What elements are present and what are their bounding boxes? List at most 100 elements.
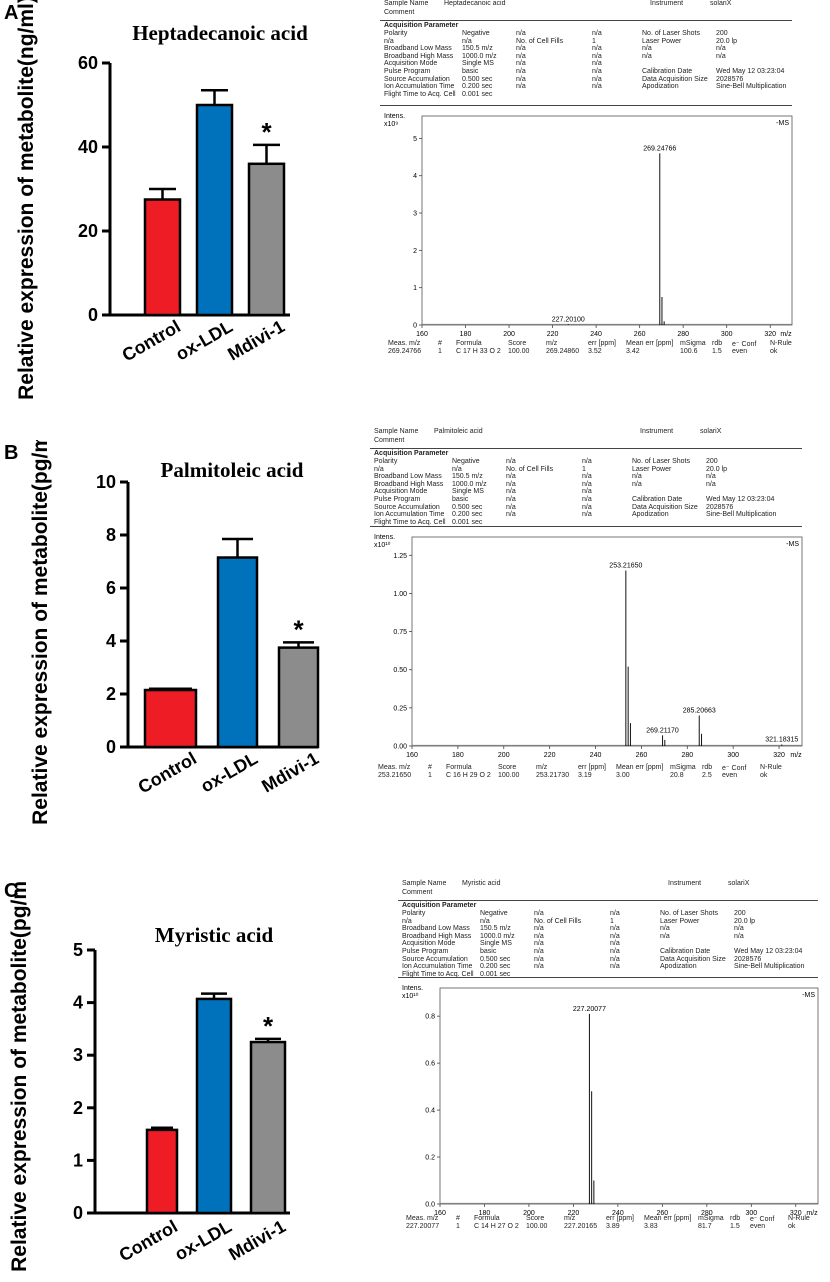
- results-value-cell: 3.89: [606, 1223, 620, 1230]
- acq-param-cell: n/a: [506, 480, 516, 488]
- acq-param-cell: 20.0 lp: [734, 917, 756, 925]
- acq-param-cell: Laser Power: [632, 465, 672, 473]
- spectrum-y-tick-label: 2: [413, 248, 417, 255]
- panel-letter-c: C: [4, 880, 19, 902]
- results-value-cell: 100.00: [508, 348, 530, 355]
- spectrum-x-tick-label: 200: [523, 1210, 535, 1217]
- instrument-label: Instrument: [650, 0, 684, 7]
- acq-param-cell: 0.500 sec: [480, 955, 511, 963]
- acq-param-cell: n/a: [660, 925, 670, 933]
- acq-param-cell: Calibration Date: [632, 496, 683, 503]
- acq-param-cell: n/a: [534, 955, 544, 963]
- results-header-cell: err [ppm]: [578, 764, 607, 771]
- results-value-cell: 269.24860: [546, 348, 580, 355]
- results-value-cell: 227.20165: [564, 1223, 598, 1230]
- acq-param-cell: 0.500 sec: [452, 503, 483, 511]
- results-value-cell: even: [722, 772, 738, 779]
- sample-name-value: Myristic acid: [462, 880, 501, 887]
- acq-param-cell: Laser Power: [642, 37, 682, 45]
- results-value-cell: 3.52: [588, 348, 602, 355]
- acq-param-cell: 2028576: [706, 503, 734, 511]
- acq-param-cell: Single MS: [452, 488, 484, 496]
- acq-param-cell: n/a: [506, 503, 516, 511]
- acq-param-cell: n/a: [506, 496, 516, 503]
- results-header-cell: mSigma: [670, 764, 696, 771]
- spectrum-x-tick-label: 320: [790, 1210, 802, 1217]
- acq-param-cell: n/a: [534, 932, 544, 940]
- acq-param-cell: n/a: [632, 473, 642, 481]
- results-value-cell: 269.24766: [388, 348, 422, 355]
- acq-param-cell: Broadband Low Mass: [374, 473, 442, 481]
- results-value-cell: 20.8: [670, 772, 684, 779]
- acq-param-cell: Sine-Bell Multiplication: [716, 83, 787, 91]
- results-value-cell: 100.6: [680, 348, 698, 355]
- instrument-label: Instrument: [668, 880, 702, 887]
- bar-control: [143, 198, 182, 317]
- spectrum-x-tick-label: 280: [677, 331, 689, 338]
- results-header-cell: mSigma: [698, 1215, 724, 1222]
- acq-param-cell: n/a: [716, 52, 726, 60]
- acq-param-cell: n/a: [660, 932, 670, 940]
- acq-param-cell: Apodization: [660, 963, 697, 971]
- instrument-value: solariX: [710, 0, 732, 7]
- acq-param-cell: Apodization: [632, 511, 669, 519]
- results-value-cell: 1.5: [712, 348, 722, 355]
- spectrum-x-tick-label: 180: [452, 752, 464, 759]
- peak-label: 321.18315: [765, 736, 798, 743]
- spectrum-y-tick-label: 0.2: [425, 1155, 435, 1162]
- spectrum-y-tick-label: 0.25: [393, 705, 407, 712]
- results-value-cell: even: [750, 1223, 766, 1230]
- results-value-cell: 227.20077: [406, 1223, 440, 1230]
- spectrum-x-tick-label: 320: [764, 331, 776, 338]
- spectrum-x-tick-label: 200: [503, 331, 515, 338]
- results-header-cell: Score: [508, 340, 527, 347]
- bar-ox-ldl: [216, 556, 259, 749]
- acq-param-cell: n/a: [582, 473, 592, 481]
- acq-param-cell: 20.0 lp: [716, 37, 738, 45]
- acq-param-cell: Sine-Bell Multiplication: [706, 511, 777, 519]
- spectrum-y-tick-label: 0.4: [425, 1108, 435, 1115]
- acq-param-cell: 200: [706, 458, 718, 465]
- sample-name-label: Sample Name: [374, 428, 419, 435]
- significance-marker: *: [261, 117, 272, 147]
- results-header-cell: N-Rule: [760, 764, 782, 771]
- results-header-cell: Mean err [ppm]: [616, 764, 664, 771]
- acq-param-cell: n/a: [610, 948, 620, 955]
- header-divider: [398, 900, 818, 901]
- significance-marker: *: [293, 614, 304, 644]
- spectrum-x-tick-label: 160: [416, 331, 428, 338]
- acq-param-cell: n/a: [592, 68, 602, 75]
- results-header-cell: m/z: [564, 1215, 576, 1222]
- results-header-cell: Mean err [ppm]: [644, 1215, 692, 1222]
- acq-param-cell: Apodization: [642, 83, 679, 91]
- results-header-cell: err [ppm]: [606, 1215, 635, 1222]
- acq-param-cell: Negative: [480, 910, 508, 917]
- results-value-cell: 3.00: [616, 772, 630, 779]
- acq-param-cell: n/a: [506, 473, 516, 481]
- acq-param-cell: n/a: [582, 496, 592, 503]
- spectrum-x-tick-label: 260: [634, 331, 646, 338]
- acq-param-cell: n/a: [716, 45, 726, 53]
- spectrum-y-tick-label: 1.25: [393, 553, 407, 560]
- results-value-cell: 2.5: [702, 772, 712, 779]
- mass-spectrum-plot: Intens.x10¹⁰ -MS 0.0 0.2 0.4 0.6 0.8 160 180 200 2…: [402, 985, 819, 1217]
- acq-param-cell: n/a: [582, 503, 592, 511]
- spectrum-panel-b: Sample Name Palmitoleic acid Instrument sol…: [370, 428, 803, 798]
- spectrum-y-tick-label: 5: [413, 136, 417, 143]
- acquisition-parameter-title: Acquisition Parameter: [402, 902, 477, 909]
- acq-param-cell: n/a: [592, 30, 602, 37]
- ms-mode-label: -MS: [786, 541, 799, 548]
- acq-param-cell: Data Acquisition Size: [660, 955, 726, 963]
- acq-param-cell: n/a: [610, 955, 620, 963]
- acq-param-cell: 1: [582, 465, 586, 473]
- acq-param-cell: basic: [462, 68, 479, 75]
- acq-param-cell: n/a: [506, 488, 516, 496]
- plot-frame: [421, 115, 793, 326]
- acq-param-cell: No. of Cell Fills: [516, 37, 564, 45]
- acq-param-cell: Flight Time to Acq. Cell: [384, 90, 456, 98]
- spectrum-panel-c: Sample Name Myristic acid Instrument solari…: [398, 880, 819, 1250]
- peak-label: 227.20077: [573, 1006, 606, 1013]
- spectrum-x-tick-label: m/z: [790, 752, 802, 759]
- results-header-cell: e⁻ Conf: [750, 1216, 775, 1223]
- category-label: Mdivi-1: [258, 748, 322, 796]
